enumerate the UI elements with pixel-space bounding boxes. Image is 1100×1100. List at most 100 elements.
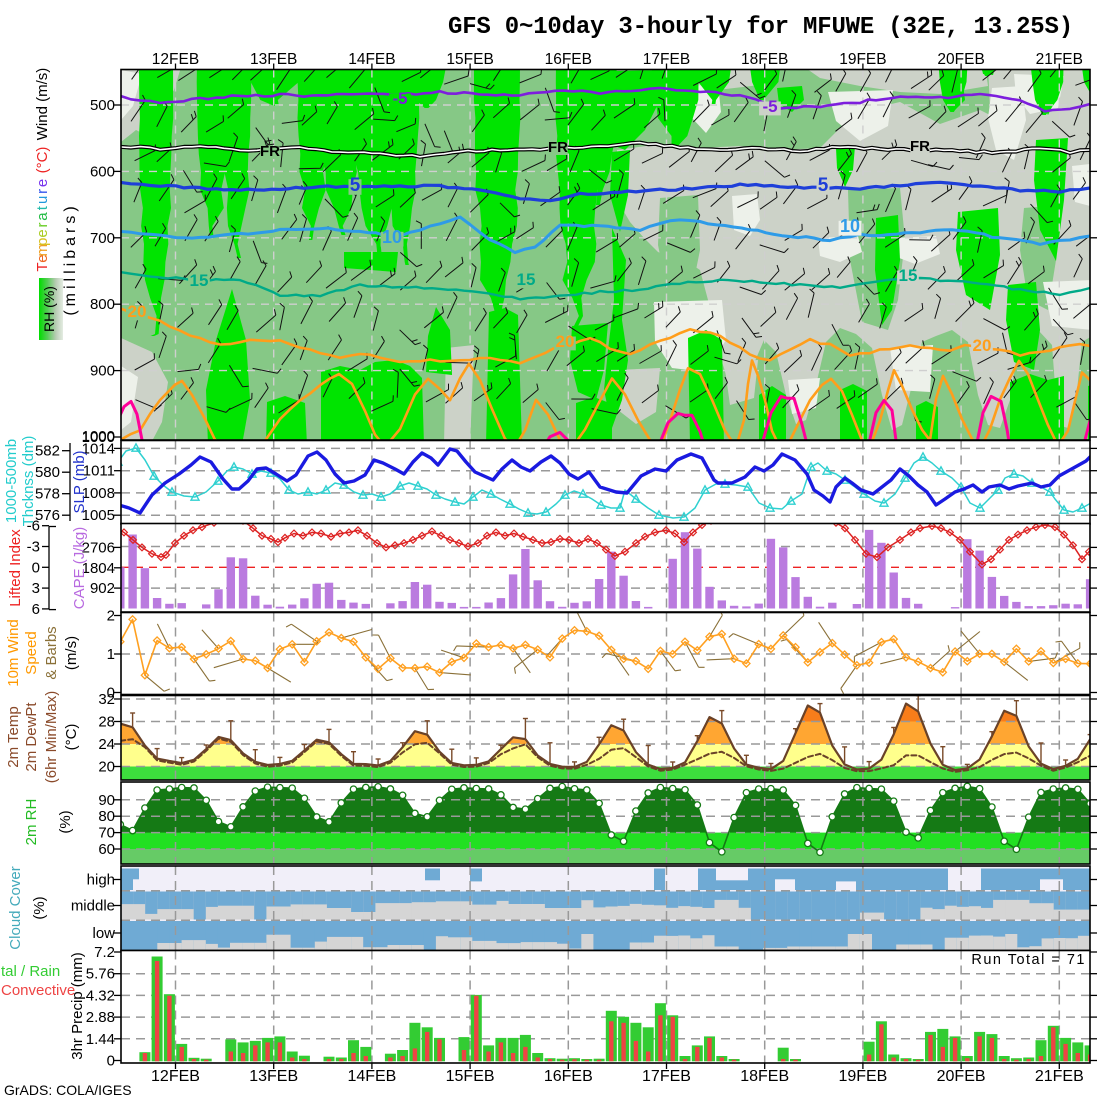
svg-text:e: e [34, 179, 51, 187]
svg-text:4.32: 4.32 [86, 987, 115, 1004]
svg-text:20: 20 [98, 759, 115, 776]
svg-text:FR: FR [548, 139, 568, 156]
svg-text:1.44: 1.44 [86, 1031, 115, 1048]
svg-text:20: 20 [128, 302, 147, 321]
svg-text:60: 60 [98, 841, 115, 858]
svg-text:GFS 0~10day 3-hourly for MFUWE: GFS 0~10day 3-hourly for MFUWE (32E, 13.… [448, 14, 1073, 41]
svg-text:15FEB: 15FEB [446, 1068, 495, 1085]
svg-text:32: 32 [98, 691, 115, 708]
svg-text:0: 0 [32, 559, 40, 576]
svg-text:1: 1 [107, 646, 115, 663]
svg-text:(%): (%) [57, 810, 74, 833]
svg-text:2706: 2706 [82, 539, 115, 556]
svg-text:high: high [87, 872, 115, 889]
svg-text:1000-500mb: 1000-500mb [3, 439, 20, 523]
svg-text:tal / Rain: tal / Rain [1, 963, 60, 980]
svg-text:900: 900 [90, 363, 115, 380]
svg-text:14FEB: 14FEB [347, 1068, 396, 1085]
svg-text:(°C): (°C) [63, 724, 80, 751]
svg-text:Run Total = 71: Run Total = 71 [971, 952, 1086, 968]
svg-text:580: 580 [35, 464, 60, 481]
svg-text:21FEB: 21FEB [1036, 51, 1083, 68]
svg-text:2: 2 [107, 608, 115, 625]
svg-text:20: 20 [556, 332, 575, 351]
svg-text:20FEB: 20FEB [937, 51, 984, 68]
svg-text:6: 6 [32, 601, 40, 618]
svg-text:2m RH: 2m RH [23, 799, 40, 846]
svg-text:15: 15 [190, 271, 209, 290]
svg-text:1804: 1804 [82, 560, 115, 577]
svg-text:e: e [34, 254, 51, 262]
svg-text:21FEB: 21FEB [1035, 1068, 1084, 1085]
svg-text:(%): (%) [31, 896, 48, 919]
svg-text:Lifted Index: Lifted Index [7, 529, 24, 607]
svg-text:582: 582 [35, 443, 60, 460]
svg-text:70: 70 [98, 825, 115, 842]
svg-text:a: a [34, 212, 51, 221]
svg-text:700: 700 [90, 230, 115, 247]
svg-text:7.2: 7.2 [94, 944, 115, 961]
svg-text:FR: FR [910, 138, 930, 155]
svg-text:low: low [92, 925, 115, 942]
svg-text:Speed: Speed [23, 631, 40, 674]
svg-text:80: 80 [98, 808, 115, 825]
svg-text:2m Temp: 2m Temp [5, 706, 22, 767]
svg-text:18FEB: 18FEB [741, 51, 788, 68]
svg-text:RH (%): RH (%) [41, 286, 57, 332]
svg-text:-6: -6 [27, 518, 40, 535]
svg-text:902: 902 [90, 580, 115, 597]
svg-text:10: 10 [840, 216, 860, 236]
svg-text:17FEB: 17FEB [643, 51, 690, 68]
svg-text:12FEB: 12FEB [151, 1068, 200, 1085]
svg-text:90: 90 [98, 792, 115, 809]
svg-text:600: 600 [90, 163, 115, 180]
svg-text:r: r [34, 189, 51, 194]
svg-text:& Barbs: & Barbs [43, 626, 60, 679]
svg-text:19FEB: 19FEB [838, 1068, 887, 1085]
svg-text:5: 5 [350, 175, 361, 196]
svg-text:SLP (mb): SLP (mb) [71, 450, 88, 513]
svg-text:12FEB: 12FEB [152, 51, 199, 68]
svg-text:13FEB: 13FEB [249, 1068, 298, 1085]
svg-text:17FEB: 17FEB [642, 1068, 691, 1085]
svg-text:1000: 1000 [82, 429, 115, 446]
svg-text:1014: 1014 [82, 440, 115, 457]
svg-text:middle: middle [71, 898, 115, 915]
svg-text:2.88: 2.88 [86, 1009, 115, 1026]
svg-text:t: t [34, 205, 51, 210]
svg-text:10: 10 [382, 227, 402, 247]
svg-text:16FEB: 16FEB [544, 1068, 593, 1085]
svg-text:GrADS: COLA/IGES: GrADS: COLA/IGES [4, 1082, 132, 1098]
svg-text:1005: 1005 [82, 507, 115, 524]
svg-text:3: 3 [32, 580, 40, 597]
svg-text:m: m [34, 244, 51, 257]
svg-text:5.76: 5.76 [86, 966, 115, 983]
svg-text:T: T [34, 262, 51, 271]
svg-text:-5: -5 [762, 97, 777, 116]
svg-text:Convective: Convective [1, 982, 75, 999]
svg-text:2m DewPt: 2m DewPt [23, 702, 40, 772]
svg-text:(6hr Min/Max): (6hr Min/Max) [43, 691, 60, 784]
svg-text:10m Wind: 10m Wind [5, 619, 22, 687]
svg-text:1008: 1008 [82, 485, 115, 502]
svg-text:3hr Precip (mm): 3hr Precip (mm) [69, 952, 86, 1060]
svg-text:14FEB: 14FEB [348, 51, 395, 68]
svg-text:15FEB: 15FEB [446, 51, 493, 68]
svg-text:15: 15 [517, 270, 536, 289]
svg-text:15: 15 [899, 266, 918, 285]
svg-text:e: e [34, 229, 51, 237]
svg-text:24: 24 [98, 736, 115, 753]
svg-text:FR: FR [260, 143, 280, 160]
svg-text:u: u [34, 196, 51, 204]
svg-text:Wind (m/s): Wind (m/s) [34, 68, 51, 141]
svg-text:Thcknss (dm): Thcknss (dm) [20, 436, 37, 527]
svg-text:p: p [34, 238, 51, 246]
svg-text:800: 800 [90, 296, 115, 313]
svg-text:Cloud Cover: Cloud Cover [7, 866, 24, 949]
svg-text:1000: 1000 [82, 428, 115, 445]
svg-text:(m/s): (m/s) [63, 636, 80, 670]
svg-text:16FEB: 16FEB [545, 51, 592, 68]
svg-text:20: 20 [973, 336, 992, 355]
svg-text:(millibars): (millibars) [62, 202, 79, 315]
svg-text:28: 28 [98, 714, 115, 731]
